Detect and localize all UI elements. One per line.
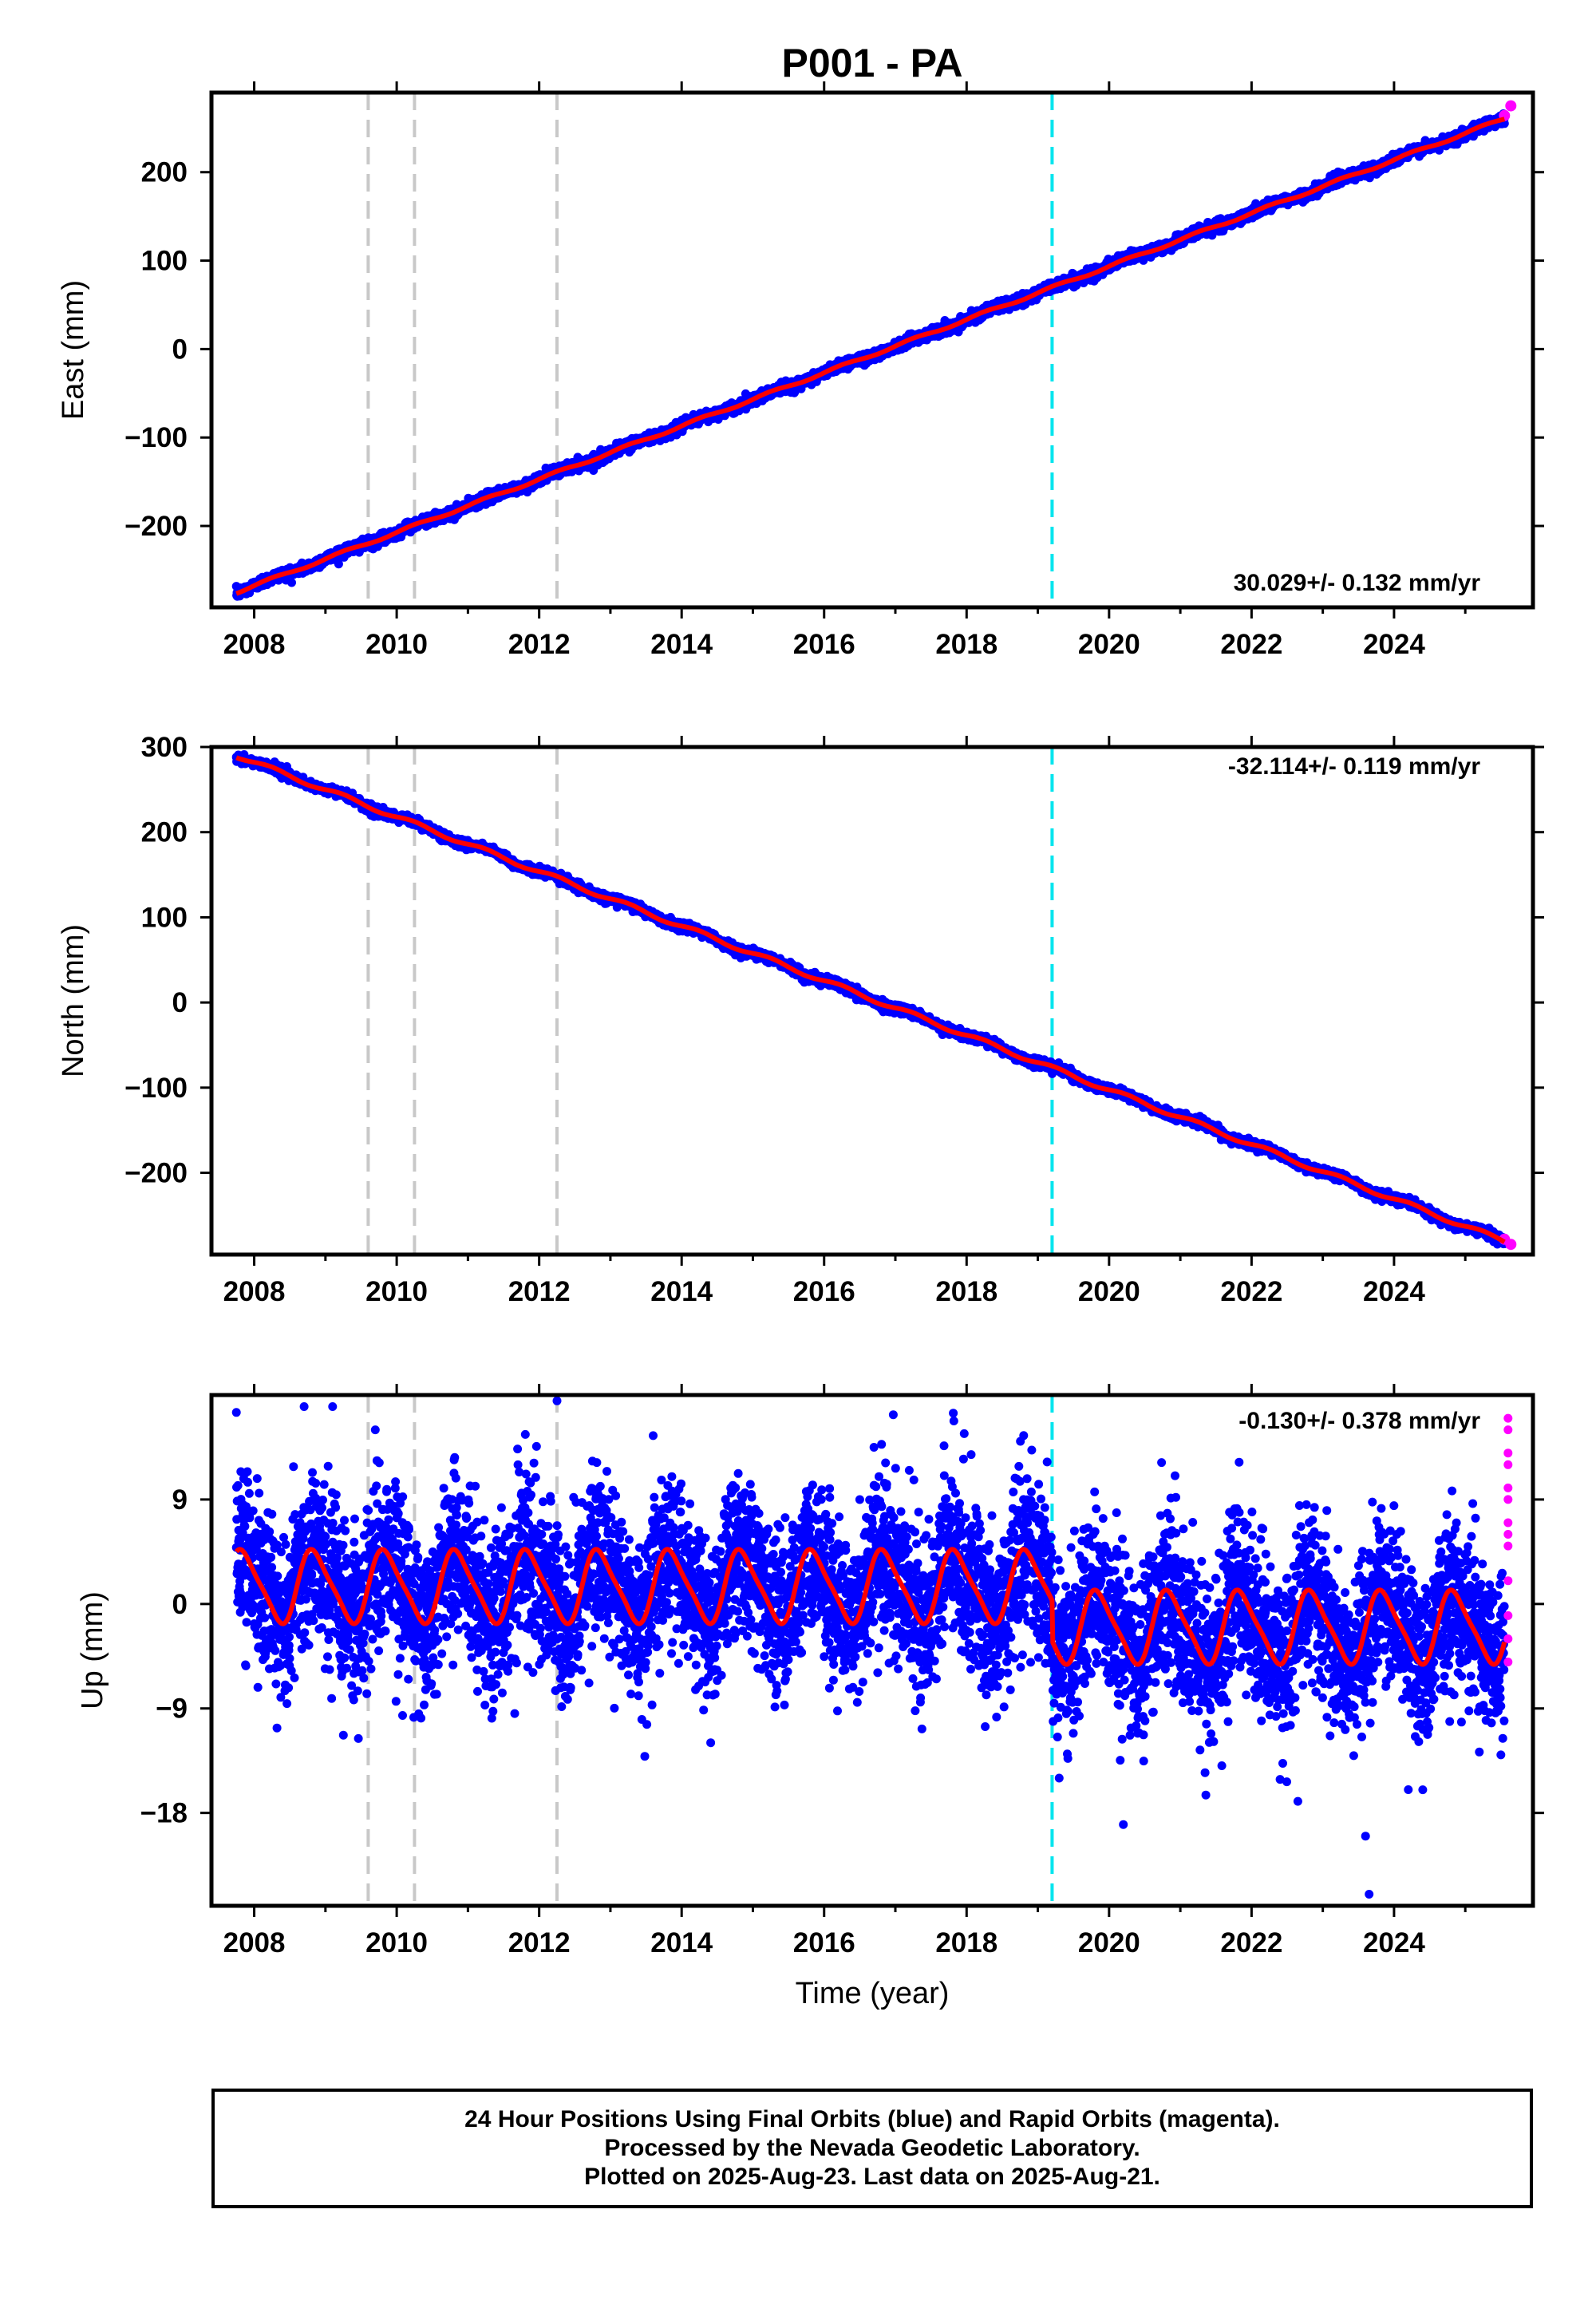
x-tick-label: 2014	[650, 629, 713, 660]
x-tick-label: 2012	[508, 629, 571, 660]
data-point	[334, 559, 343, 569]
y-tick-label: 200	[141, 157, 188, 188]
data-point	[287, 578, 296, 587]
velocity-rate-label: 30.029+/- 0.132 mm/yr	[1234, 570, 1481, 596]
chart-title: P001 - PA	[782, 41, 963, 85]
x-tick-label: 2018	[935, 629, 998, 660]
y-tick-label: 100	[141, 246, 188, 277]
x-tick-label: 2008	[223, 629, 286, 660]
y-axis-label: East (mm)	[57, 280, 90, 420]
panel-north: 2008 2010 2012 2014 2016 2018 2020 2022 2024−200…	[57, 732, 1544, 1307]
y-tick-label: 0	[172, 334, 188, 365]
x-tick-label: 2016	[793, 629, 855, 660]
x-tick-label: 2024	[1363, 629, 1425, 660]
y-tick-label: −100	[124, 422, 188, 453]
y-tick-label: −200	[124, 511, 188, 542]
x-tick-label: 2022	[1220, 629, 1282, 660]
x-tick-label: 2010	[365, 629, 428, 660]
panel-east: 2008 2010 2012 2014 2016 2018 2020 2022 2024 −200…	[57, 81, 1544, 660]
model-fit-line	[235, 117, 1506, 596]
x-tick-label: 2020	[1078, 629, 1140, 660]
rapid-data-point	[1505, 100, 1517, 112]
